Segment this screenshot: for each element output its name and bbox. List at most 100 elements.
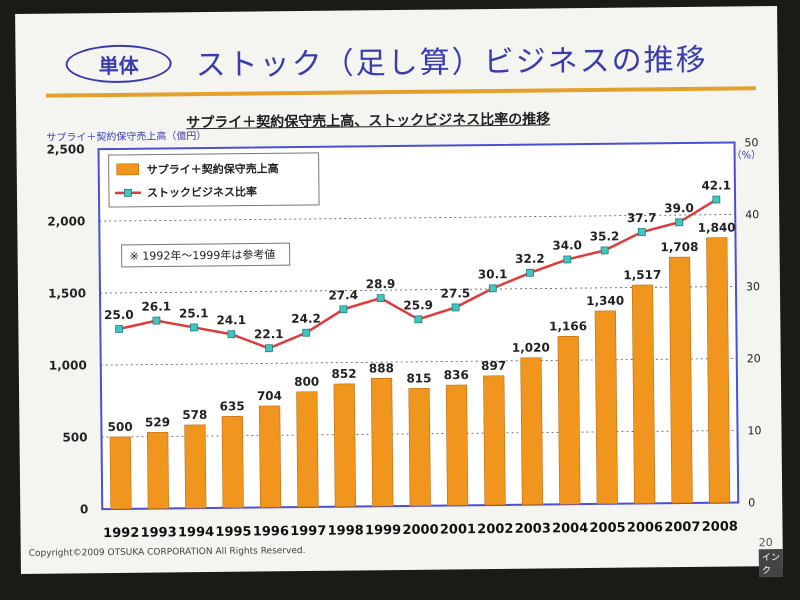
bar [557,335,581,505]
bar [445,384,469,506]
note-text: ※ 1992年～1999年は参考値 [130,247,276,263]
y-tick-label: 2,500 [46,142,84,156]
ratio-marker [339,305,348,314]
x-tick-label: 1995 [215,525,251,540]
ratio-marker [637,228,646,236]
bar [221,415,244,509]
ratio-value-label: 34.0 [552,238,582,252]
ratio-marker [451,303,460,312]
x-tick-label: 2002 [477,522,513,537]
x-tick-label: 1999 [365,523,401,538]
ratio-value-label: 37.7 [627,211,657,225]
ratio-value-label: 26.1 [141,299,171,313]
ratio-value-label: 42.1 [701,178,731,192]
bar-value-label: 578 [182,408,207,422]
ratio-value-label: 39.0 [664,201,694,215]
x-tick-label: 2007 [664,520,700,535]
x-tick-label: 1997 [290,524,326,539]
gridline [101,430,738,438]
gridline [100,358,737,366]
y2-tick-label: 30 [746,280,760,293]
bar-value-label: 852 [331,367,356,381]
x-tick-label: 1992 [103,526,139,541]
legend-box [108,152,320,208]
x-tick-label: 1993 [140,525,176,540]
y2-tick-label: 50 [744,136,758,149]
bar [706,237,731,504]
bar [594,310,618,505]
bar [631,284,656,504]
ratio-marker [712,195,721,204]
ratio-marker [600,246,609,255]
ratio-marker [265,344,273,353]
ratio-value-label: 35.2 [590,229,620,243]
bar-value-label: 815 [406,371,431,385]
y2-tick-label: 0 [748,496,755,509]
ratio-value-label: 28.9 [366,277,396,291]
x-tick-label: 2005 [589,521,625,536]
bar [184,424,207,509]
ratio-marker [488,284,497,293]
x-tick-label: 1998 [328,523,364,538]
bar-value-label: 635 [220,399,245,413]
x-tick-label: 2006 [627,520,663,535]
bar-value-label: 704 [257,389,282,403]
gridline [100,286,736,294]
y2-tick-label: 10 [747,424,761,437]
bar-value-label: 1,517 [623,268,661,282]
y-tick-label: 0 [80,502,89,516]
ratio-marker [526,268,535,277]
bar [520,357,544,506]
gridline [99,214,736,222]
page-number: 20 [758,536,773,550]
ratio-value-label: 30.1 [478,267,508,281]
bar [483,375,506,506]
ratio-value-label: 22.1 [254,327,284,341]
bar [258,405,282,508]
ratio-value-label: 27.5 [441,286,471,300]
ratio-marker [227,330,236,339]
bar-value-label: 500 [108,420,133,434]
chart: 0 500 1,000 1,500 2,000 2,500 0 10 20 30 40 50 500 19… [46,136,761,541]
x-tick-label: 2003 [515,521,551,536]
x-tick-label: 1996 [253,524,289,539]
bar [370,377,394,507]
ratio-marker [675,218,684,227]
ratio-value-label: 25.0 [104,308,134,322]
y-tick-label: 2,000 [47,214,85,228]
legend-line-marker [124,188,132,197]
bar-value-label: 888 [369,361,394,375]
x-tick-label: 1994 [178,525,214,540]
bar-value-label: 800 [294,375,319,389]
ratio-marker [414,315,423,324]
bar [296,391,319,508]
legend-bar-label: サプライ＋契約保守売上高 [147,161,279,176]
ratio-value-label: 25.1 [179,306,209,320]
x-tick-label: 2001 [440,522,476,537]
bar-value-label: 529 [145,415,170,429]
bar [408,388,431,507]
legend-line-label: ストックビジネス比率 [147,184,257,199]
bar [109,436,132,510]
y2-tick-label: 20 [747,352,761,365]
bar [668,256,693,504]
note-box [121,242,291,268]
legend-bar-swatch [116,163,140,176]
bar [333,383,357,507]
bar-value-label: 1,708 [660,240,698,254]
bar-value-label: 836 [444,368,469,382]
ratio-marker [189,323,198,332]
y-tick-label: 1,000 [49,358,87,372]
ratio-value-label: 24.2 [291,312,321,326]
y-tick-label: 500 [62,430,87,444]
bar-value-label: 1,840 [698,221,736,235]
slide: 単体 ストック（足し算）ビジネスの推移 サプライ＋契約保守売上高、ストックビジネ… [15,6,784,578]
ratio-marker [563,255,572,264]
ratio-marker [376,294,385,303]
ratio-value-label: 27.4 [328,288,358,302]
ratio-marker [115,324,124,333]
x-tick-label: 2000 [402,523,438,538]
bar-value-label: 1,020 [512,341,550,355]
ratio-marker [152,316,161,325]
ratio-value-label: 32.2 [515,252,545,266]
